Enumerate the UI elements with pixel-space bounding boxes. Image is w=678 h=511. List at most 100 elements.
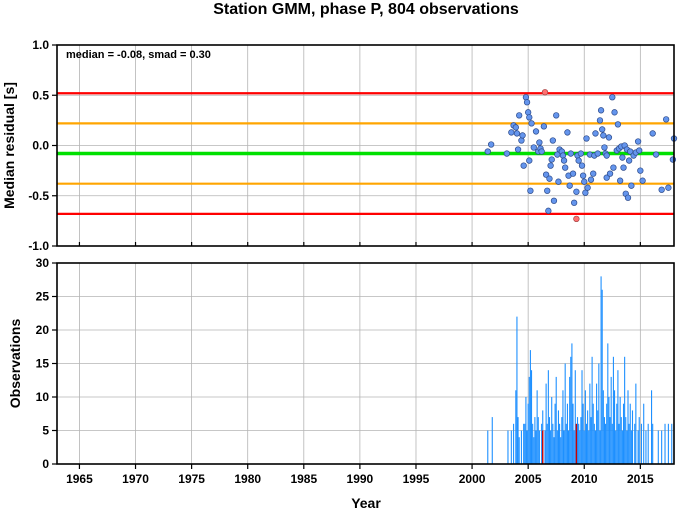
data-point — [544, 187, 551, 194]
x-tick-label: 1970 — [122, 472, 149, 486]
data-point — [513, 130, 521, 137]
data-point — [560, 157, 568, 164]
data-point — [600, 132, 607, 139]
data-point — [609, 94, 616, 101]
data-point — [636, 147, 643, 154]
data-point — [526, 157, 533, 164]
data-point — [549, 137, 556, 144]
y-tick-label: 20 — [36, 323, 50, 337]
y-tick-label: -1.0 — [28, 239, 49, 253]
data-point — [606, 170, 614, 177]
data-point — [516, 112, 523, 119]
outlier-point — [573, 215, 580, 223]
x-tick-label: 2015 — [627, 472, 654, 486]
data-point — [628, 182, 635, 189]
data-point — [578, 162, 586, 169]
data-point — [536, 139, 543, 146]
data-point — [512, 124, 519, 131]
data-point — [503, 150, 510, 157]
data-point — [553, 112, 560, 119]
outlier-point — [541, 89, 549, 96]
data-point — [564, 129, 571, 136]
y-axis-label-observations: Observations — [7, 319, 23, 409]
y-tick-label: -0.5 — [28, 189, 49, 203]
data-point — [546, 175, 553, 182]
data-point — [559, 152, 567, 159]
data-point — [520, 162, 527, 169]
y-tick-label: 10 — [36, 390, 50, 404]
y-tick-label: 0 — [42, 457, 49, 471]
data-point — [649, 130, 656, 137]
data-point — [605, 134, 613, 141]
data-point — [625, 157, 633, 164]
data-point — [581, 178, 588, 185]
data-point — [594, 150, 601, 157]
data-point — [662, 116, 670, 123]
data-point — [538, 148, 545, 155]
data-point — [637, 167, 644, 174]
data-point — [617, 177, 624, 184]
y-tick-label: 0.0 — [32, 139, 49, 153]
chart-title: Station GMM, phase P, 804 observations — [213, 1, 519, 18]
data-point — [620, 164, 627, 171]
y-tick-label: 1.0 — [32, 38, 49, 52]
x-tick-label: 1980 — [234, 472, 261, 486]
data-point — [508, 129, 515, 136]
data-point — [652, 151, 660, 158]
data-point — [522, 94, 530, 101]
data-point — [528, 120, 535, 127]
data-point — [525, 109, 532, 116]
data-point — [624, 194, 632, 201]
data-point — [596, 117, 604, 124]
data-point — [547, 162, 554, 169]
data-point — [530, 144, 537, 151]
data-point — [584, 184, 591, 191]
data-point — [582, 189, 589, 196]
data-point — [542, 171, 550, 178]
data-point — [610, 164, 617, 171]
data-point — [571, 199, 578, 206]
data-point — [567, 150, 574, 157]
data-point — [519, 132, 526, 139]
data-point — [573, 188, 580, 195]
x-tick-label: 2000 — [459, 472, 486, 486]
data-point — [579, 172, 587, 179]
data-point — [603, 174, 610, 181]
x-tick-label: 2005 — [515, 472, 542, 486]
data-point — [603, 152, 610, 159]
data-point — [658, 186, 665, 193]
data-point — [592, 130, 599, 137]
data-point — [518, 137, 525, 144]
data-point — [577, 150, 585, 157]
x-tick-label: 1975 — [178, 472, 205, 486]
residual-panel: 1.0 0.5 0.0 -0.5 -1.0 median = -0.08, smad = … — [1, 38, 678, 253]
data-point — [523, 99, 531, 106]
data-point — [562, 164, 569, 171]
data-point — [545, 207, 552, 214]
data-point — [601, 144, 608, 151]
data-point — [614, 121, 622, 128]
data-point — [550, 197, 558, 204]
data-point — [590, 170, 597, 177]
x-tick-label: 1995 — [403, 472, 430, 486]
data-point — [540, 123, 548, 130]
x-tick-label: 1965 — [66, 472, 93, 486]
x-axis-label: Year — [351, 495, 381, 511]
data-point — [484, 148, 491, 155]
data-point — [597, 107, 605, 114]
data-point — [487, 141, 495, 148]
data-point — [599, 126, 606, 133]
data-point — [639, 177, 646, 184]
y-tick-label: 30 — [36, 256, 50, 270]
stats-annotation: median = -0.08, smad = 0.30 — [66, 49, 211, 61]
data-point — [548, 156, 555, 163]
data-point — [575, 157, 582, 164]
data-point — [619, 154, 626, 161]
data-point — [526, 114, 533, 121]
data-point — [583, 135, 590, 142]
x-tick-label: 1990 — [347, 472, 374, 486]
x-tick-label: 1985 — [290, 472, 317, 486]
data-point — [566, 182, 573, 189]
